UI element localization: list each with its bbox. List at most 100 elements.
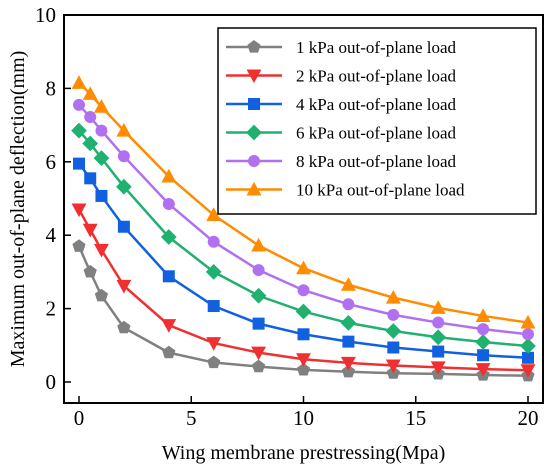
y-axis-ticks: 0 2 4 6 8 10	[35, 3, 71, 394]
series-3	[73, 157, 534, 364]
data-point	[206, 207, 222, 222]
legend-label: 1 kPa out-of-plane load	[296, 38, 457, 57]
x-tick-label: 5	[186, 406, 197, 430]
x-tick-label: 15	[405, 406, 426, 430]
y-tick-label: 8	[46, 76, 57, 100]
legend-marker	[246, 181, 262, 196]
data-point	[73, 98, 85, 111]
data-point	[116, 122, 132, 137]
data-point	[83, 264, 97, 278]
data-point	[117, 220, 130, 233]
legend-item: 6 kPa out-of-plane load	[226, 124, 457, 143]
x-tick-label: 10	[293, 406, 314, 430]
data-point	[430, 300, 446, 314]
legend-marker	[246, 124, 262, 141]
data-point	[385, 359, 401, 374]
data-point	[116, 279, 132, 294]
data-point	[84, 172, 97, 185]
data-point	[71, 75, 87, 89]
series-layer	[71, 75, 536, 382]
legend-label: 4 kPa out-of-plane load	[296, 95, 457, 114]
series-2	[71, 203, 536, 378]
data-point	[205, 264, 222, 280]
data-point	[162, 198, 175, 211]
data-point	[296, 353, 311, 367]
data-point	[207, 235, 220, 248]
legend-label: 6 kPa out-of-plane load	[296, 124, 457, 143]
data-point	[296, 362, 311, 376]
y-axis-label: Maximum out-of-plane deflection(mm)	[7, 51, 29, 368]
data-point	[84, 111, 97, 124]
legend-label: 2 kPa out-of-plane load	[296, 67, 457, 86]
data-point	[520, 314, 536, 329]
data-point	[95, 189, 108, 202]
data-point	[94, 288, 109, 302]
data-point	[95, 124, 108, 137]
series-1	[72, 239, 535, 382]
series-5	[73, 98, 534, 341]
legend-marker	[247, 40, 261, 53]
legend-box	[217, 27, 537, 215]
x-axis-label: Wing membrane prestressing(Mpa)	[162, 442, 446, 464]
data-point	[432, 316, 445, 329]
legend-marker	[248, 98, 260, 110]
data-point	[160, 229, 177, 245]
data-point	[342, 298, 355, 311]
y-tick-label: 0	[46, 370, 57, 394]
plot-area: 0 5 10 15 20 0 2 4 6 8 10	[35, 3, 544, 430]
data-point	[342, 335, 355, 348]
y-tick-label: 10	[35, 3, 56, 27]
data-point	[387, 308, 400, 321]
data-point	[477, 349, 490, 362]
y-tick-label: 6	[46, 150, 57, 174]
legend-marker	[248, 155, 260, 167]
data-point	[296, 260, 311, 275]
data-point	[252, 264, 265, 277]
legend-label: 8 kPa out-of-plane load	[296, 152, 457, 171]
legend-item: 1 kPa out-of-plane load	[226, 38, 457, 57]
data-point	[71, 122, 87, 139]
data-point	[385, 289, 401, 304]
data-point	[522, 328, 534, 341]
data-point	[297, 328, 310, 341]
legend-marker	[246, 69, 262, 84]
data-point	[430, 361, 446, 375]
y-tick-label: 4	[46, 223, 57, 247]
data-point	[161, 319, 177, 333]
data-point	[251, 359, 266, 373]
data-point	[116, 178, 132, 195]
data-point	[82, 223, 98, 238]
data-point	[341, 364, 356, 378]
legend: 1 kPa out-of-plane load 2 kPa out-of-plan…	[217, 27, 537, 215]
data-point	[340, 277, 356, 291]
data-point	[477, 323, 490, 336]
legend-items: 1 kPa out-of-plane load 2 kPa out-of-plan…	[226, 38, 465, 200]
data-point	[250, 287, 267, 304]
data-point	[520, 338, 536, 354]
data-point	[93, 150, 110, 166]
legend-item: 2 kPa out-of-plane load	[226, 67, 457, 86]
data-point	[297, 284, 310, 297]
data-point	[207, 355, 221, 369]
legend-item: 10 kPa out-of-plane load	[226, 181, 465, 200]
data-point	[206, 337, 222, 351]
data-point	[162, 270, 175, 283]
data-point	[387, 341, 400, 354]
x-tick-label: 0	[74, 406, 85, 430]
data-point	[475, 334, 491, 350]
data-point	[295, 303, 312, 320]
data-point	[207, 300, 220, 313]
y-tick-label: 2	[46, 297, 57, 321]
series-6	[71, 75, 536, 329]
data-point	[432, 345, 445, 358]
x-tick-label: 20	[518, 406, 539, 430]
data-point	[73, 157, 85, 170]
data-point	[94, 99, 109, 113]
data-point	[385, 323, 402, 339]
data-point	[72, 239, 86, 252]
series-4	[71, 122, 536, 354]
data-point	[252, 317, 265, 330]
legend-label: 10 kPa out-of-plane load	[296, 181, 465, 200]
data-point	[162, 345, 176, 359]
